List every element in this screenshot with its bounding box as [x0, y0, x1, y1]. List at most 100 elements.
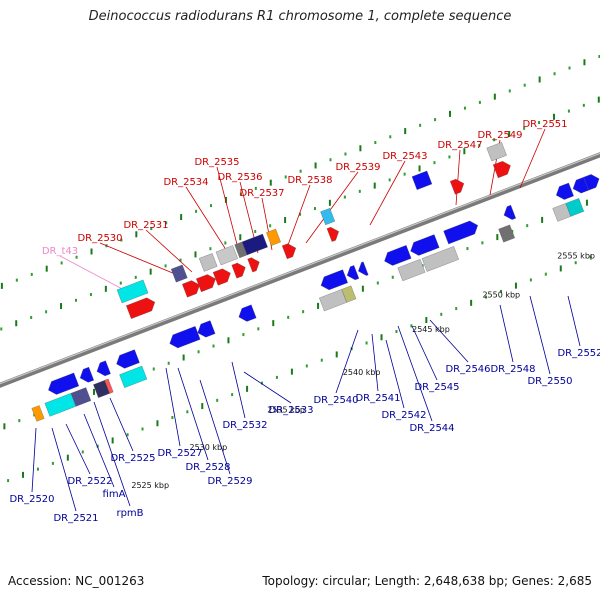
- guide-dot: [60, 261, 63, 265]
- guide-dot: [493, 93, 496, 100]
- gene-arrow-reverse: [410, 234, 440, 256]
- guide-dot: [261, 381, 264, 385]
- guide-dot: [568, 66, 571, 70]
- gene-box: [116, 279, 149, 304]
- guide-dot: [182, 354, 185, 361]
- gene-label-bottom: DR_2527: [157, 448, 202, 459]
- guide-dot: [589, 255, 592, 259]
- guide-dot: [463, 106, 466, 110]
- guide-dot: [493, 138, 496, 142]
- gene-box: [170, 264, 188, 283]
- guide-dot: [284, 217, 287, 224]
- guide-dot: [164, 264, 167, 268]
- guide-dot: [3, 423, 6, 430]
- leader-line: [65, 423, 91, 475]
- guide-dot: [7, 479, 10, 483]
- guide-dot: [523, 83, 526, 87]
- leader-line: [567, 295, 581, 347]
- guide-dot: [478, 100, 481, 104]
- guide-dot: [180, 214, 183, 221]
- gene-label-bottom: fimA: [103, 489, 126, 500]
- guide-dot: [89, 293, 92, 297]
- leader-line: [59, 255, 129, 293]
- gene-arrow-reverse: [384, 245, 412, 266]
- guide-dot: [574, 261, 577, 265]
- gene-label-top: DR_2535: [194, 157, 239, 168]
- guide-dot: [135, 231, 138, 238]
- guide-dot: [508, 131, 511, 138]
- gene-arrow-reverse: [358, 261, 369, 276]
- leader-line: [305, 171, 359, 244]
- guide-dot: [317, 302, 320, 309]
- guide-dot: [359, 145, 362, 152]
- guide-dot: [358, 189, 361, 193]
- guide-dot: [149, 268, 152, 275]
- gene-arrow-reverse: [572, 177, 589, 194]
- gene-box: [565, 198, 585, 217]
- guide-dot: [284, 175, 287, 179]
- guide-dot: [449, 110, 452, 117]
- guide-dot: [15, 320, 18, 327]
- guide-dot: [299, 169, 302, 173]
- kbp-tick-label: 2525 kbp: [131, 481, 169, 490]
- guide-dot: [373, 182, 376, 189]
- guide-dot: [320, 358, 323, 362]
- accession-text: Accession: NC_001263: [8, 574, 145, 588]
- gene-arrow-forward: [449, 178, 465, 195]
- gene-box: [241, 233, 268, 256]
- guide-dot: [201, 403, 204, 410]
- guide-dot: [597, 96, 600, 103]
- guide-dot: [156, 420, 159, 427]
- kbp-tick-label: 2550 kbp: [482, 291, 520, 300]
- guide-dot: [496, 234, 499, 241]
- guide-dot: [111, 437, 114, 444]
- gene-label-bottom: DR_2548: [490, 364, 535, 375]
- guide-dot: [410, 324, 413, 328]
- gene-arrow-reverse: [238, 304, 257, 322]
- gene-label-bottom: DR_2540: [313, 395, 358, 406]
- guide-dot: [119, 281, 122, 285]
- gene-features: [31, 142, 600, 422]
- kbp-tick-label: 2535 kbp: [267, 405, 305, 414]
- gene-box: [119, 365, 148, 388]
- gene-label-top: DR_2543: [382, 151, 427, 162]
- leader-line: [145, 229, 193, 273]
- guide-dot: [246, 385, 249, 392]
- guide-dot: [141, 427, 144, 431]
- gene-label-bottom: DR_2522: [67, 476, 112, 487]
- leader-line: [83, 413, 115, 488]
- guide-dot: [485, 295, 488, 299]
- guide-dot: [466, 247, 469, 251]
- gene-label-bottom: DR_2533: [268, 405, 313, 416]
- guide-dot: [239, 234, 242, 241]
- kbp-tick-label: 2530 kbp: [189, 443, 227, 452]
- guide-dot: [216, 398, 219, 402]
- leader-line: [165, 367, 181, 447]
- gene-box: [411, 170, 433, 190]
- gene-arrow-reverse: [48, 372, 80, 395]
- gene-box: [198, 253, 218, 272]
- guide-dot: [269, 224, 272, 228]
- gene-box: [397, 259, 426, 282]
- gene-arrow-reverse: [320, 269, 348, 291]
- guide-dot: [152, 367, 155, 371]
- guide-dot: [313, 207, 316, 211]
- guide-dot: [455, 307, 458, 311]
- guide-dot: [227, 337, 230, 344]
- guide-dot: [598, 55, 600, 59]
- gene-arrow-reverse: [503, 204, 516, 220]
- guide-dot: [150, 227, 153, 231]
- guide-dot: [388, 178, 391, 182]
- guide-dot: [104, 285, 107, 292]
- guide-dot: [433, 161, 436, 165]
- leader-line: [287, 184, 311, 246]
- gene-label-top: DR_2534: [163, 177, 208, 188]
- guide-dot: [463, 148, 466, 155]
- guide-dot: [559, 265, 562, 272]
- guide-dot: [287, 315, 290, 319]
- leader-line: [335, 329, 359, 394]
- gene-arrow-forward: [492, 161, 511, 179]
- gene-label-bottom: DR_2529: [207, 476, 252, 487]
- gene-box: [44, 393, 77, 417]
